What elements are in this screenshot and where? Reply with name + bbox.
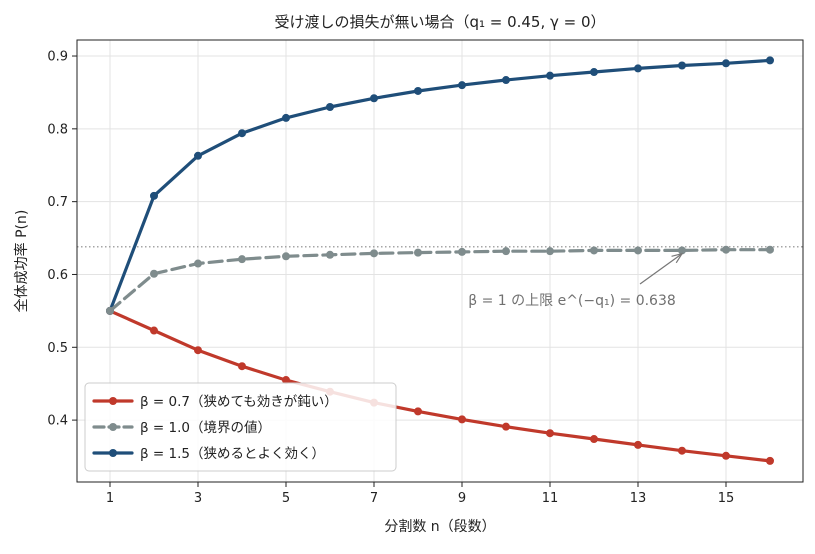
data-point-series-1 — [150, 326, 158, 335]
data-point-series-1 — [634, 440, 642, 449]
y-tick-label: 0.9 — [47, 50, 68, 65]
y-tick-label: 0.4 — [47, 414, 68, 429]
x-tick-label: 5 — [282, 491, 290, 506]
x-tick-label: 9 — [458, 491, 466, 506]
data-point-series-1 — [238, 362, 246, 371]
chart-title: 受け渡しの損失が無い場合（q₁ = 0.45, γ = 0） — [274, 13, 605, 31]
x-tick-label: 15 — [718, 491, 735, 506]
series-line-1 — [108, 309, 772, 463]
data-point-series-2 — [106, 306, 114, 315]
data-point-series-2 — [326, 250, 334, 259]
x-tick-label: 11 — [542, 491, 559, 506]
data-point-series-2 — [546, 247, 554, 256]
data-point-series-3 — [326, 102, 334, 111]
data-point-series-3 — [150, 191, 158, 200]
data-point-series-3 — [678, 61, 686, 70]
series-group — [106, 56, 774, 465]
legend-swatch-marker — [109, 449, 117, 457]
data-point-series-2 — [282, 252, 290, 261]
data-point-series-2 — [414, 248, 422, 257]
data-point-series-1 — [546, 429, 554, 438]
data-point-series-2 — [238, 255, 246, 264]
legend-label: β = 0.7（狭めても効きが鈍い） — [140, 394, 338, 410]
data-point-series-1 — [194, 346, 202, 355]
legend-swatch-marker — [109, 423, 117, 431]
data-point-series-3 — [722, 59, 730, 68]
y-axis-title: 全体成功率 P(n) — [13, 210, 30, 313]
annotation-arrow-head — [671, 252, 684, 264]
x-tick-label: 3 — [194, 491, 202, 506]
data-point-series-2 — [370, 249, 378, 258]
data-point-series-1 — [678, 446, 686, 455]
y-tick-label: 0.5 — [47, 341, 68, 356]
series-line-3 — [108, 58, 772, 313]
legend: β = 0.7（狭めても効きが鈍い） β = 1.0（境界の値） β = 1.5（狭… — [84, 382, 397, 472]
legend-box — [84, 382, 397, 472]
legend-swatch-marker — [109, 397, 117, 405]
data-point-series-2 — [678, 246, 686, 255]
data-point-series-2 — [634, 246, 642, 255]
data-point-series-3 — [282, 113, 290, 122]
data-point-series-1 — [766, 456, 774, 465]
data-point-series-2 — [722, 245, 730, 254]
series-line-2 — [108, 248, 772, 313]
x-axis-title: 分割数 n（段数） — [384, 518, 495, 535]
legend-items: β = 0.7（狭めても効きが鈍い） β = 1.0（境界の値） β = 1.5（狭… — [92, 394, 338, 462]
data-point-series-3 — [370, 94, 378, 103]
plot-frame — [76, 39, 804, 483]
data-point-series-1 — [414, 407, 422, 416]
data-point-series-3 — [546, 71, 554, 80]
annotation-group: β = 1 の上限 e^(−q₁) = 0.638 — [468, 252, 684, 309]
y-tick-label: 0.6 — [47, 268, 68, 283]
y-tick-label: 0.7 — [47, 195, 68, 210]
data-point-series-2 — [150, 269, 158, 278]
y-tick-label: 0.8 — [47, 122, 68, 137]
data-point-series-2 — [458, 247, 466, 256]
x-tick-label: 1 — [106, 491, 114, 506]
x-tick-label: 7 — [370, 491, 378, 506]
data-point-series-3 — [414, 86, 422, 95]
data-point-series-3 — [590, 68, 598, 77]
annotation-arrow-line — [639, 253, 683, 285]
data-point-series-2 — [194, 259, 202, 268]
data-point-series-1 — [590, 435, 598, 444]
x-tick-label: 13 — [630, 491, 647, 506]
axis-ticks: 1 3 5 7 9 11 13 150.40.50.60.70.80.9 — [47, 50, 734, 506]
data-point-series-2 — [590, 246, 598, 255]
data-point-series-1 — [458, 415, 466, 424]
data-point-series-1 — [722, 451, 730, 460]
data-point-series-3 — [634, 64, 642, 73]
legend-label: β = 1.0（境界の値） — [140, 420, 271, 436]
data-point-series-2 — [502, 247, 510, 256]
data-point-series-3 — [502, 76, 510, 85]
data-point-series-3 — [194, 151, 202, 160]
data-point-series-3 — [766, 56, 774, 65]
legend-label: β = 1.5（狭めるとよく効く） — [140, 446, 325, 462]
annotation-label: β = 1 の上限 e^(−q₁) = 0.638 — [468, 293, 676, 309]
data-point-series-1 — [282, 376, 290, 385]
data-point-series-3 — [238, 129, 246, 138]
data-point-series-3 — [458, 81, 466, 90]
data-point-series-2 — [766, 245, 774, 254]
data-point-series-1 — [502, 422, 510, 431]
